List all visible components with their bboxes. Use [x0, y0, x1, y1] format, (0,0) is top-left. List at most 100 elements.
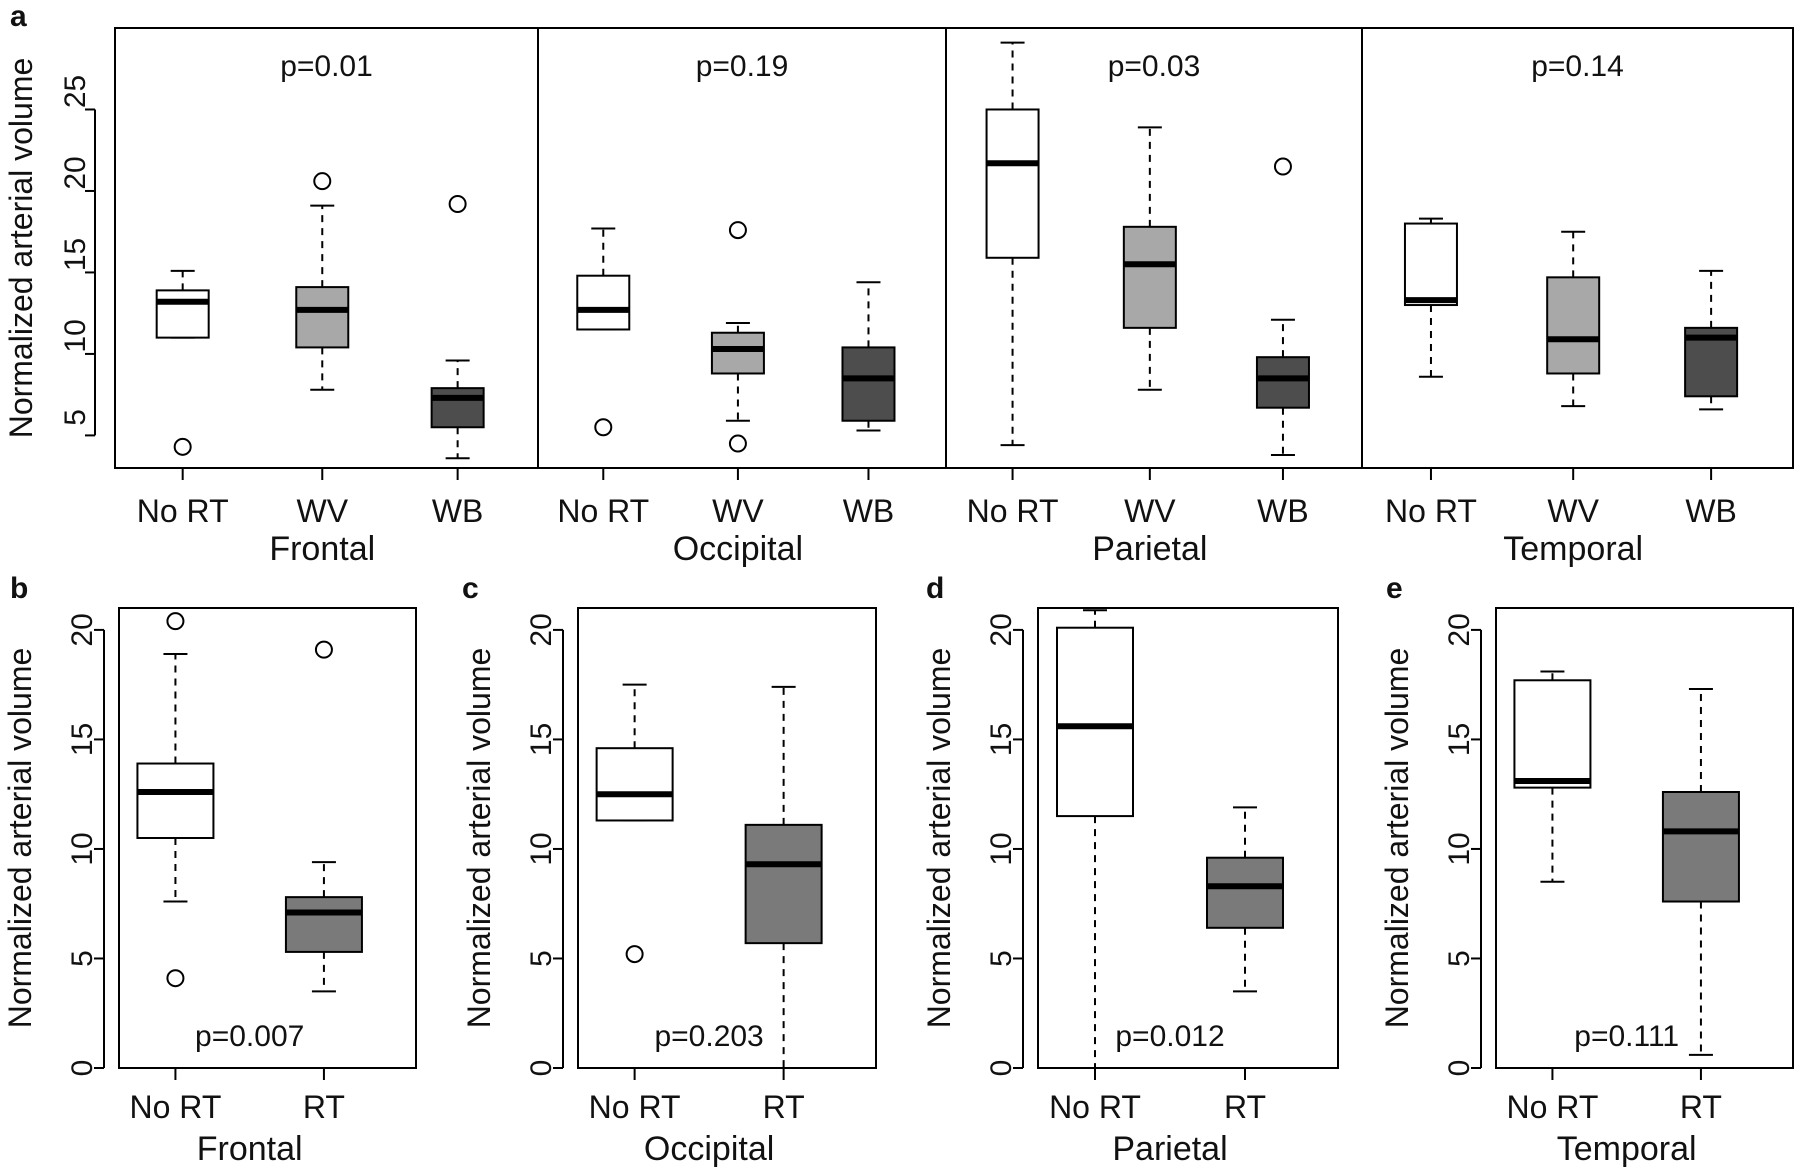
panel-e-rt-x-label: RT [1680, 1089, 1722, 1125]
panel-d-y-tick-label-10: 10 [985, 832, 1018, 865]
occipital-wv-outlier-1 [728, 434, 747, 453]
panel-d-letter: d [926, 572, 944, 605]
panel-d-no-rt-box [1056, 626, 1134, 818]
panel-c-no-rt-outlier-1 [625, 945, 644, 964]
panel-c-y-tick-label-20: 20 [525, 613, 558, 646]
x-label-frontal-wv: WV [296, 493, 348, 529]
panel-b-y-tick-label-5: 5 [66, 950, 99, 967]
panel-e-y-axis-label: Normalized arterial volume [1379, 648, 1415, 1029]
x-label-occipital-wv: WV [712, 493, 764, 529]
panel-e-y-tick-label-0: 0 [1443, 1060, 1476, 1077]
panel-c-y-tick-label-5: 5 [525, 950, 558, 967]
panel-c-no-rt-x-label: No RT [589, 1089, 681, 1125]
panel-e-letter: e [1386, 572, 1403, 605]
panel-b-no-rt-box [136, 762, 215, 839]
panel-c-y-tick-label-10: 10 [525, 832, 558, 865]
panel-e-no-rt-box [1513, 679, 1592, 789]
frontal-no-rt-outlier-1 [173, 437, 192, 456]
panel-c-y-tick-label-0: 0 [525, 1060, 558, 1077]
panel-b-rt-x-label: RT [303, 1089, 345, 1125]
y-axis-label: Normalized arterial volume [3, 58, 39, 439]
y-tick-label-25: 25 [59, 75, 92, 108]
panel-d-y-tick-label-5: 5 [985, 950, 1018, 967]
panel-c-region-label: Occipital [644, 1130, 774, 1168]
panel-a-regions-by-treatment: a Normalized arterial volume 5 10 15 20 25 p=0.… [3, 0, 1794, 568]
panel-b-frontal: b Normalized arterial volume 0 5 10 15 20 No RT… [2, 572, 417, 1168]
parietal-wb-outlier-1 [1273, 157, 1292, 176]
facet-occipital: p=0.19 No RT WV WB Occipital [537, 27, 947, 568]
x-label-temporal-wv: WV [1547, 493, 1599, 529]
panel-e-rt-box [1661, 791, 1740, 903]
occipital-no-rt-outlier-1 [594, 418, 613, 437]
temporal-wv-box [1546, 276, 1601, 375]
y-tick-label-10: 10 [59, 319, 92, 352]
panel-e-frame [1495, 607, 1794, 1069]
panel-b-frame [118, 607, 417, 1069]
panel-b-rt-outlier-1 [314, 640, 333, 659]
panel-c-rt-x-label: RT [763, 1089, 805, 1125]
occipital-no-rt-box [576, 274, 631, 331]
panel-b-y-tick-label-0: 0 [66, 1060, 99, 1077]
frontal-wv-box [295, 286, 350, 349]
panel-d-y-axis-label: Normalized arterial volume [921, 648, 957, 1029]
occipital-wv-box [710, 331, 765, 375]
y-tick-label-5: 5 [59, 409, 92, 426]
parietal-wb-box [1255, 356, 1310, 409]
p-value-occipital: p=0.19 [696, 50, 789, 83]
panel-e-no-rt-x-label: No RT [1506, 1089, 1598, 1125]
region-label-frontal: Frontal [269, 530, 375, 568]
frontal-wb-box [430, 387, 485, 429]
panel-d-y-tick-label-15: 15 [985, 723, 1018, 756]
x-label-parietal-wv: WV [1124, 493, 1176, 529]
panel-letter-a: a [10, 0, 27, 33]
panel-d-region-label: Parietal [1112, 1130, 1227, 1168]
panel-d-rt-x-label: RT [1224, 1089, 1266, 1125]
facet-frontal: p=0.01 No RT WV WB Frontal [114, 27, 539, 568]
y-tick-label-15: 15 [59, 238, 92, 271]
panel-c-letter: c [462, 572, 479, 605]
panel-c-rt-box [744, 823, 823, 945]
panel-c-y-axis-label: Normalized arterial volume [461, 648, 497, 1029]
y-tick-label-20: 20 [59, 156, 92, 189]
x-label-parietal-wb: WB [1257, 493, 1309, 529]
panel-d-y-tick-label-0: 0 [985, 1060, 1018, 1077]
panel-c-p-value: p=0.203 [654, 1020, 763, 1053]
panel-b-no-rt-x-label: No RT [129, 1089, 221, 1125]
panel-c-y-tick-label-15: 15 [525, 723, 558, 756]
panel-d-y-tick-label-20: 20 [985, 613, 1018, 646]
p-value-temporal: p=0.14 [1531, 50, 1624, 83]
panel-c-frame [577, 607, 877, 1069]
panel-b-y-tick-label-10: 10 [66, 832, 99, 865]
facet-frame-temporal [1361, 27, 1794, 469]
panel-b-rt-box [284, 896, 363, 953]
parietal-no-rt-box [985, 108, 1040, 259]
region-label-occipital: Occipital [673, 530, 803, 568]
panel-e-region-label: Temporal [1557, 1130, 1697, 1168]
x-label-parietal-no-rt: No RT [967, 493, 1059, 529]
x-label-temporal-wb: WB [1685, 493, 1737, 529]
occipital-wv-outlier-2 [728, 221, 747, 240]
p-value-parietal: p=0.03 [1108, 50, 1201, 83]
x-label-frontal-wb: WB [432, 493, 484, 529]
panel-b-region-label: Frontal [197, 1130, 303, 1168]
frontal-no-rt-box [155, 289, 210, 339]
panel-c-no-rt-box [595, 747, 674, 822]
frontal-wv-outlier-1 [313, 172, 332, 191]
panel-e-p-value: p=0.111 [1574, 1020, 1679, 1053]
panel-b-y-axis-label: Normalized arterial volume [2, 648, 38, 1029]
panel-d-p-value: p=0.012 [1115, 1020, 1224, 1053]
region-label-temporal: Temporal [1503, 530, 1643, 568]
panel-b-y-tick-label-15: 15 [66, 723, 99, 756]
panel-b-no-rt-outlier-1 [166, 969, 185, 988]
x-label-temporal-no-rt: No RT [1385, 493, 1477, 529]
panel-e-y-tick-label-5: 5 [1443, 950, 1476, 967]
panel-b-letter: b [10, 572, 28, 605]
x-label-occipital-wb: WB [843, 493, 895, 529]
facet-temporal: p=0.14 No RT WV WB Temporal [1361, 27, 1794, 568]
p-value-frontal: p=0.01 [280, 50, 373, 83]
panel-c-occipital: c Normalized arterial volume 0 5 10 15 20 No RT… [461, 572, 877, 1168]
region-label-parietal: Parietal [1092, 530, 1207, 568]
panel-e-temporal: e Normalized arterial volume 0 5 10 15 20 No RT… [1379, 572, 1794, 1168]
facet-parietal: p=0.03 No RT WV WB Parietal [945, 27, 1363, 568]
